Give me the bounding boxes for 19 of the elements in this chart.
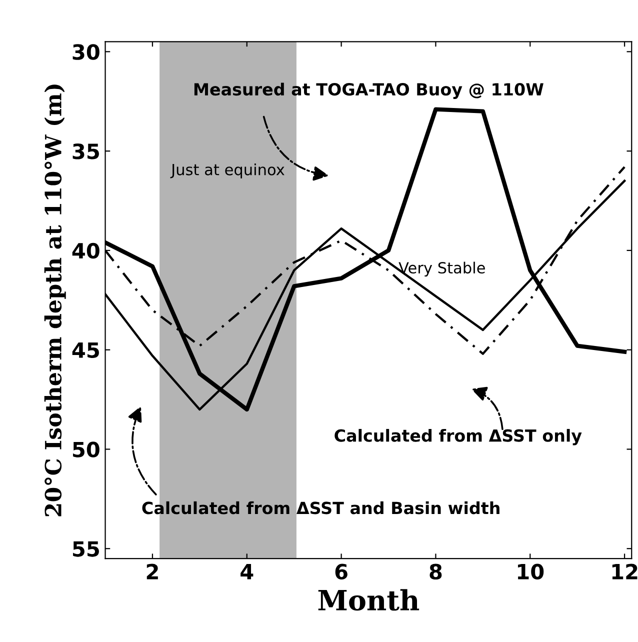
annotation: Calculated from ΔSST and Basin width	[142, 501, 500, 514]
x-tick-label: 4	[240, 564, 254, 580]
band-label: Just at equinox	[170, 164, 284, 178]
x-tick-label: 12	[612, 564, 638, 580]
x-tick-label: 2	[146, 564, 158, 580]
annotation: Calculated from ΔSST only	[334, 428, 582, 446]
y-tick-label: 30	[72, 44, 100, 60]
y-axis-title: 20°C Isotherm depth at 110°W (m)	[44, 84, 66, 516]
y-tick-label: 55	[73, 541, 99, 557]
y-tick-label: 50	[73, 442, 100, 458]
x-tick-label: 6	[335, 564, 348, 580]
y-tick-label: 35	[72, 144, 99, 160]
y-tick-label: 40	[72, 242, 100, 259]
x-tick-label: 10	[518, 564, 544, 580]
annotation: Measured at TOGA-TAO Buoy @ 110W	[194, 82, 544, 99]
x-axis-title: Month	[318, 589, 420, 611]
x-tick-label: 8	[430, 564, 442, 580]
y-tick-label: 45	[72, 342, 99, 358]
annotation: Very Stable	[398, 262, 485, 277]
